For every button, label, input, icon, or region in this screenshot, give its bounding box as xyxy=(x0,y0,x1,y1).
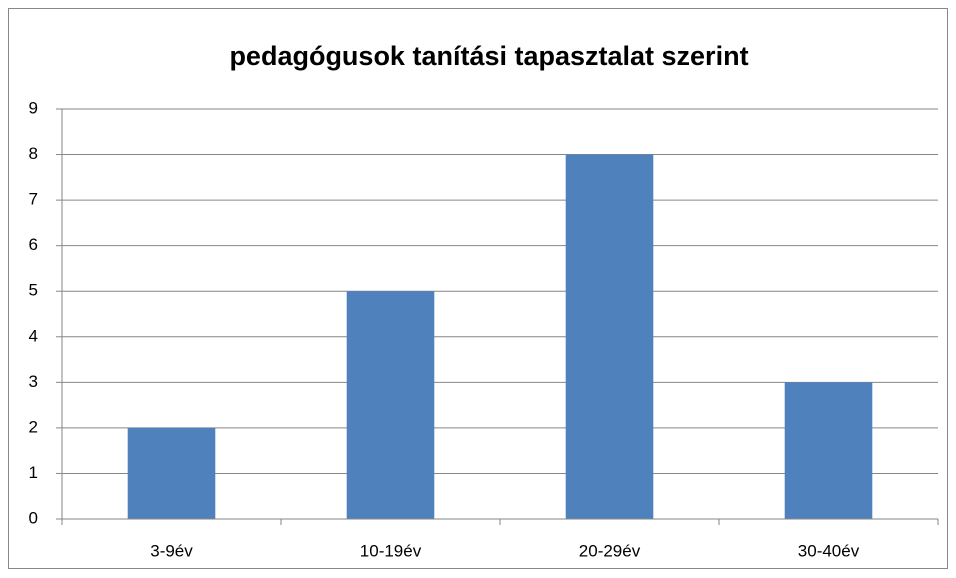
y-tick-label: 0 xyxy=(29,508,38,527)
y-tick-label: 7 xyxy=(29,190,38,209)
x-tick-label: 30-40év xyxy=(798,541,860,560)
y-tick-label: 3 xyxy=(29,372,38,391)
bar xyxy=(784,382,873,519)
chart-title: pedagógusok tanítási tapasztalat szerint xyxy=(229,41,748,71)
y-tick-label: 4 xyxy=(29,326,38,345)
bar xyxy=(127,427,216,519)
x-tick-label: 3-9év xyxy=(150,541,193,560)
bar xyxy=(346,291,435,519)
y-tick-label: 6 xyxy=(29,235,38,254)
y-tick-label: 2 xyxy=(29,417,38,436)
y-tick-label: 8 xyxy=(29,144,38,163)
x-tick-label: 10-19év xyxy=(360,541,422,560)
bar xyxy=(565,154,654,520)
y-tick-label: 5 xyxy=(29,281,38,300)
x-tick-label: 20-29év xyxy=(579,541,641,560)
y-tick-label: 9 xyxy=(29,98,38,117)
y-tick-label: 1 xyxy=(29,463,38,482)
